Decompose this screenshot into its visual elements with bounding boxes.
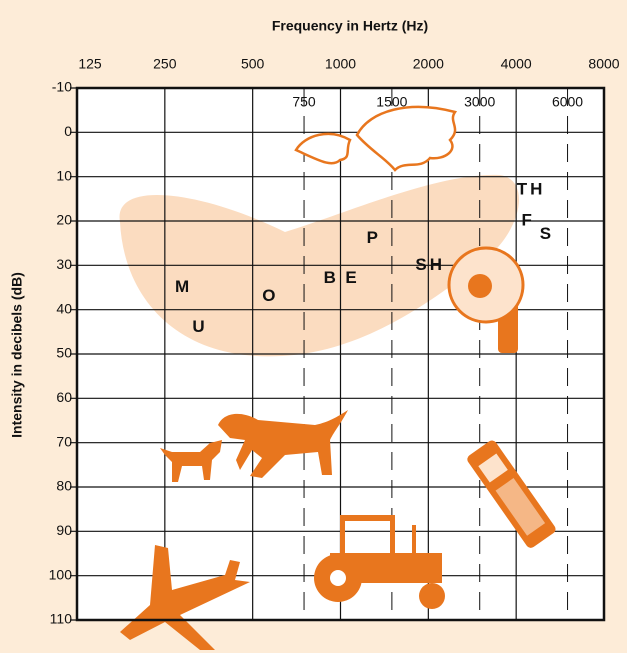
speech-sound: M [175, 277, 192, 296]
x-tick-label: 1000 [325, 56, 356, 72]
y-tick-label: 110 [50, 611, 73, 627]
x-tick-label: 500 [241, 56, 265, 72]
speech-sound: B [324, 268, 339, 287]
speech-sound: F [522, 210, 535, 229]
speech-sound: TH [517, 179, 546, 198]
x-minor-tick-label: 6000 [552, 94, 583, 110]
x-tick-label: 2000 [413, 56, 444, 72]
speech-sound: E [345, 268, 359, 287]
y-tick-label: 30 [56, 256, 72, 272]
speech-sound: S [540, 224, 554, 243]
speech-sound: P [367, 228, 381, 247]
x-minor-tick-label: 1500 [376, 94, 407, 110]
x-minor-tick-label: 750 [292, 94, 316, 110]
y-axis-label: Intensity in decibels (dB) [9, 272, 25, 438]
y-tick-label: 100 [49, 566, 73, 582]
chart-title: Frequency in Hertz (Hz) [272, 18, 428, 34]
y-tick-label: 60 [56, 389, 72, 405]
x-tick-label: 4000 [501, 56, 532, 72]
x-tick-label: 250 [153, 56, 177, 72]
y-tick-label: 80 [56, 478, 72, 494]
y-tick-label: 90 [56, 522, 72, 538]
speech-sound: O [262, 286, 278, 305]
x-tick-label: 125 [78, 56, 102, 72]
speech-sound: U [192, 317, 207, 336]
fan-hub [468, 274, 492, 298]
y-tick-label: 0 [64, 123, 72, 139]
y-tick-label: 40 [56, 300, 72, 316]
x-minor-tick-label: 3000 [464, 94, 495, 110]
y-tick-label: 20 [56, 212, 72, 228]
speech-sound: SH [415, 255, 445, 274]
tractor-hub [330, 570, 346, 586]
y-tick-label: 50 [56, 345, 72, 361]
chart: Frequency in Hertz (Hz) Intensity in dec… [0, 0, 627, 653]
x-tick-label: 8000 [588, 56, 619, 72]
y-tick-label: 70 [56, 433, 72, 449]
y-tick-label: 10 [56, 167, 72, 183]
y-tick-label: -10 [52, 79, 72, 95]
